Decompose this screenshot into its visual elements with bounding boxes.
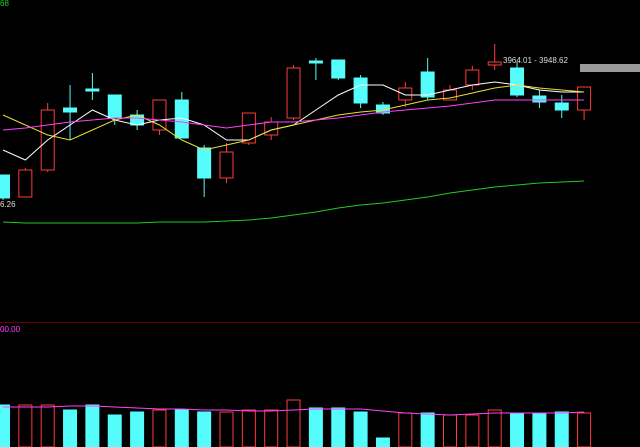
candle-body (398, 87, 413, 101)
annotation: 6.26 (0, 200, 16, 209)
candle-body (152, 99, 167, 131)
volume-bar (465, 414, 480, 447)
volume-bar (308, 407, 323, 447)
volume-bar (241, 409, 256, 447)
volume-bar (554, 411, 569, 447)
candle-body (554, 102, 569, 111)
candle-body (107, 94, 122, 119)
volume-bar (197, 411, 212, 447)
candle-body (465, 69, 480, 86)
volume-bar (107, 414, 122, 447)
moving-average (2, 84, 585, 151)
volume-bar (0, 404, 10, 447)
candle-body (197, 147, 212, 179)
volume-bar (286, 399, 301, 447)
volume-bar (331, 407, 346, 447)
crosshair-bar (580, 64, 640, 72)
annotation: 3964.01 - 3948.62 (503, 56, 568, 65)
annotation: 00.00 (0, 325, 21, 334)
candle-body (353, 77, 368, 104)
volume-bar (353, 411, 368, 447)
volume-bar (532, 412, 547, 447)
volume-bar (420, 412, 435, 447)
candle-body (63, 107, 78, 113)
candle-body (577, 86, 592, 111)
volume-bar (152, 409, 167, 447)
annotation: 68 (0, 0, 9, 8)
candle-body (286, 67, 301, 119)
volume-bar (398, 412, 413, 447)
volume-bar (40, 404, 55, 447)
candle-body (219, 151, 234, 179)
volume-bar (63, 409, 78, 447)
volume-bar (577, 412, 592, 447)
candle-body (241, 112, 256, 144)
volume-bar (264, 409, 279, 447)
moving-average (2, 99, 585, 131)
candle-body (420, 71, 435, 98)
volume-bar (510, 412, 525, 447)
volume-bar (219, 411, 234, 447)
candle-body (308, 60, 323, 64)
plot: 68 6.26 3964.01 - 3948.62 00.00 (0, 0, 592, 447)
volume-bar (443, 414, 457, 447)
candle-body (532, 95, 547, 103)
candle-body (18, 169, 33, 198)
volume-bar (85, 404, 100, 447)
candle-body (487, 61, 502, 66)
candle-body (510, 67, 525, 96)
volume-bar (174, 409, 189, 447)
volume-bar (375, 437, 390, 447)
candle-body (0, 174, 10, 199)
candle-body (331, 59, 346, 79)
volume-bar (18, 404, 33, 447)
moving-average (3, 405, 585, 416)
volume-bar (487, 409, 502, 447)
candle-body (85, 88, 100, 92)
moving-average (2, 180, 585, 224)
volume-bar (130, 411, 145, 447)
